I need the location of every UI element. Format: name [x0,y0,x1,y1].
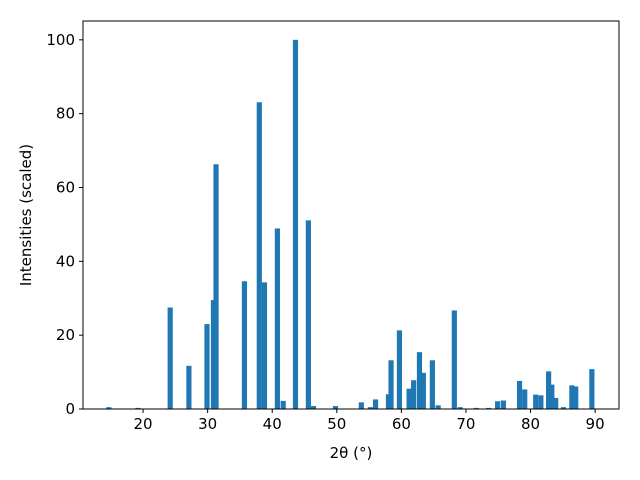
bar [406,388,412,409]
bar [274,228,280,409]
x-tick-label: 30 [198,415,217,433]
x-axis-label: 2θ (°) [330,444,373,462]
bar [457,407,463,409]
y-tick-label: 60 [56,178,75,196]
plot-frame [82,20,620,410]
bar [411,380,417,409]
bar [388,360,394,409]
bar [516,380,523,409]
y-tick-label: 80 [56,105,75,123]
bar [186,365,192,409]
y-tick-label: 0 [65,400,75,418]
bar [533,394,539,409]
x-tick-label: 20 [134,415,153,433]
bar [416,352,423,409]
bar [429,360,435,409]
bar [204,324,210,409]
bar [167,307,173,409]
bar [135,407,141,409]
bar [396,330,403,409]
bar [451,310,457,409]
bar [589,369,595,409]
bar [495,401,501,409]
bars [106,39,595,409]
bar [310,406,317,409]
bar [332,406,339,409]
bar [538,395,544,409]
bar [367,407,373,409]
bar [106,407,112,409]
x-tick-label: 50 [327,415,346,433]
bar [500,400,506,409]
bar [305,220,311,409]
bar [241,281,248,409]
bar [292,39,299,409]
bar [473,407,479,409]
bar [280,400,286,409]
y-tick-label: 100 [46,31,75,49]
bar [358,402,364,409]
y-tick-label: 40 [56,252,75,270]
bar [420,372,426,409]
x-tick-label: 70 [456,415,475,433]
bar [261,282,268,409]
y-axis-label: Intensities (scaled) [17,144,35,286]
x-tick-label: 60 [392,415,411,433]
x-tick-label: 90 [586,415,605,433]
bar [213,164,219,409]
bar [485,407,492,409]
x-tick-label: 80 [521,415,540,433]
bar [569,385,575,409]
bar [560,407,567,409]
x-tick-label: 40 [263,415,282,433]
bar [522,389,528,409]
bar [553,397,559,409]
bar [435,405,441,409]
bar [256,102,262,409]
bar [546,371,552,409]
bar [573,386,579,409]
y-tick-label: 20 [56,326,75,344]
bar [372,399,379,409]
bar [549,384,555,409]
